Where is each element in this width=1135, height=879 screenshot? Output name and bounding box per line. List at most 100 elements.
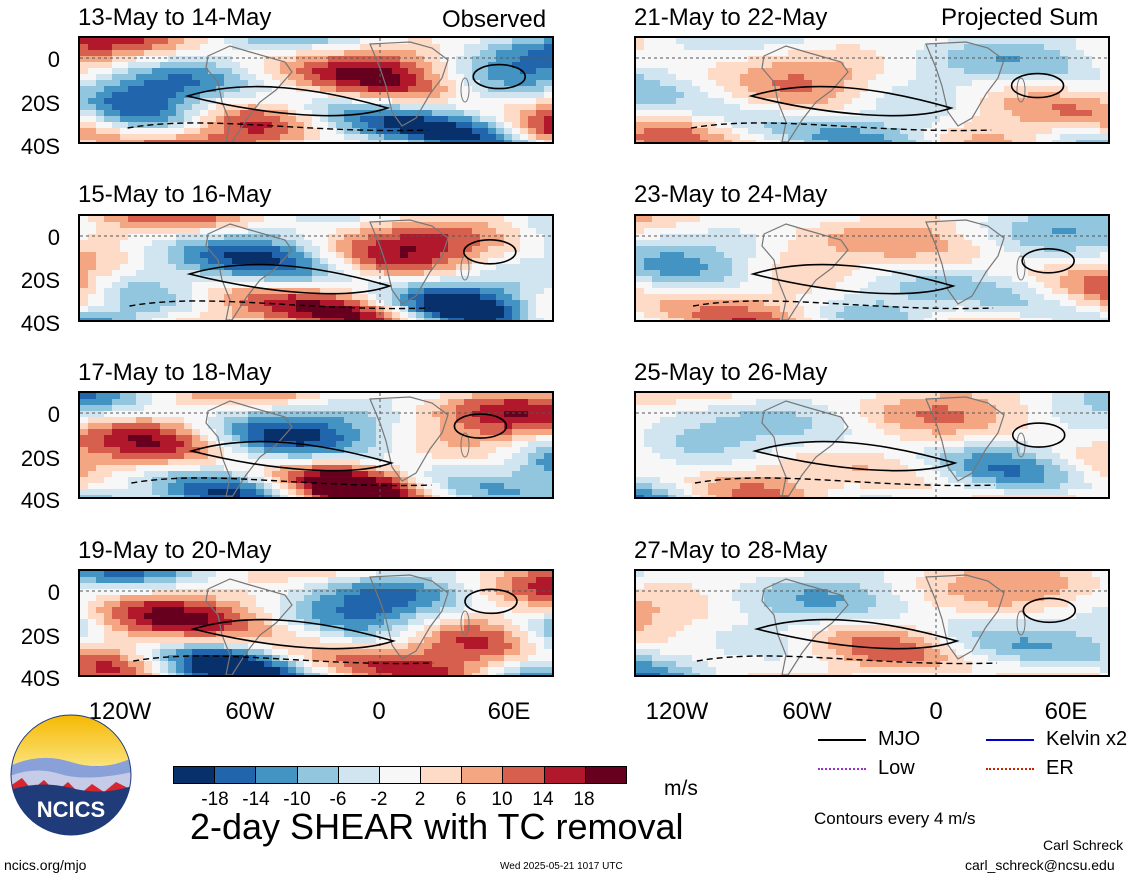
mjo-contour [472, 63, 527, 90]
projected-sum-label: Projected Sum [941, 4, 1099, 31]
south-america-coastline [761, 45, 849, 142]
africa-coastline [369, 574, 449, 660]
legend-low-label: Low [878, 757, 915, 779]
panel-title-8: 27-May to 28-May [634, 537, 828, 564]
south-america-coastline [761, 400, 849, 497]
mjo-contour [1021, 248, 1075, 274]
mjo-contour [1022, 597, 1077, 624]
madagascar-coastline [1016, 77, 1026, 103]
colorbar-swatch [584, 766, 627, 784]
colorbar-swatch [420, 766, 463, 784]
panel-title-7: 25-May to 26-May [634, 359, 828, 386]
footer-timestamp: Wed 2025-05-21 1017 UTC [500, 861, 623, 872]
footer-url[interactable]: ncics.org/mjo [4, 857, 87, 873]
africa-coastline [925, 574, 1005, 660]
colorbar-swatch [502, 766, 545, 784]
legend-kelvin-line [986, 739, 1034, 741]
lat-label-0: 0 [47, 225, 60, 250]
mjo-contour-negative [129, 300, 430, 310]
mjo-contour [1010, 72, 1065, 99]
legend-low-line [818, 768, 866, 770]
lat-label-0: 0 [47, 47, 60, 72]
shear-map-1 [78, 36, 554, 144]
south-america-coastline [205, 400, 293, 497]
colorbar-tick-label: -18 [201, 789, 229, 810]
lon-label-0: 0 [929, 698, 943, 725]
panel-title-5: 21-May to 22-May [634, 4, 828, 31]
mjo-contour [753, 618, 960, 650]
lon-label-60w: 60W [225, 698, 275, 725]
africa-coastline [925, 219, 1005, 305]
lat-label-40s: 40S [20, 666, 60, 691]
colorbar-swatch [296, 766, 339, 784]
colorbar-tick-label: 10 [491, 789, 513, 810]
lat-label-40s: 40S [20, 488, 60, 513]
footer-email[interactable]: carl_schreck@ncsu.edu [965, 857, 1115, 873]
colorbar-swatch [461, 766, 504, 784]
panel-title-1: 13-May to 14-May [78, 4, 272, 31]
legend-er-line [986, 768, 1034, 770]
legend-kelvin-label: Kelvin x2 [1046, 728, 1128, 750]
lat-label-20s: 20S [20, 446, 60, 471]
colorbar-swatch [543, 766, 586, 784]
lon-label-0: 0 [372, 698, 386, 725]
lat-label-40s: 40S [20, 134, 60, 159]
contour-note: Contours every 4 m/s [814, 809, 976, 828]
south-america-coastline [205, 578, 293, 675]
lon-label-60e: 60E [1044, 698, 1088, 725]
lon-label-60e: 60E [487, 698, 531, 725]
madagascar-coastline [460, 610, 470, 636]
colorbar-swatch [173, 766, 216, 784]
mjo-contour-negative [694, 477, 996, 487]
figure-title: 2-day SHEAR with TC removal [190, 806, 684, 847]
mjo-contour [464, 588, 518, 615]
lat-label-20s: 20S [20, 268, 60, 293]
mjo-contour [188, 440, 395, 472]
logo-text: NCICS [37, 797, 105, 822]
legend-mjo-line [818, 739, 866, 741]
legend-mjo-label: MJO [878, 728, 921, 750]
colorbar-tick-label: 2 [414, 789, 426, 810]
colorbar-tick-label: -14 [242, 789, 270, 810]
panel-title-2: 15-May to 16-May [78, 181, 272, 208]
madagascar-coastline [1016, 610, 1026, 636]
shear-map-6 [634, 214, 1110, 322]
madagascar-coastline [460, 432, 470, 458]
mjo-contour-negative [692, 300, 994, 310]
colorbar-unit: m/s [664, 777, 698, 800]
shear-map-7 [634, 391, 1110, 499]
mjo-contour-negative [131, 477, 432, 487]
colorbar-tick-label: 18 [573, 789, 595, 810]
colorbar-swatch [378, 766, 422, 784]
mjo-contour [750, 263, 956, 295]
mjo-contour [184, 85, 391, 117]
mjo-contour-negative [696, 655, 997, 665]
mjo-contour [453, 413, 508, 439]
mjo-contour [463, 239, 517, 265]
footer-author: Carl Schreck [1043, 837, 1124, 853]
mjo-contour [190, 618, 396, 650]
shear-map-5 [634, 36, 1110, 144]
observed-label: Observed [442, 6, 547, 33]
mjo-contour-negative [133, 655, 434, 665]
colorbar-tick-label: -6 [329, 789, 347, 810]
lat-label-40s: 40S [20, 311, 60, 336]
panel-title-3: 17-May to 18-May [78, 359, 272, 386]
shear-map-3 [78, 391, 554, 499]
mjo-contour-negative [127, 122, 428, 132]
mjo-contour [748, 85, 954, 117]
south-america-coastline [761, 223, 849, 320]
africa-coastline [369, 41, 449, 127]
mjo-contour [1011, 422, 1066, 448]
ncics-logo: NCICS [10, 714, 132, 836]
colorbar-tick-label: -10 [283, 789, 311, 810]
lon-label-60w: 60W [782, 698, 832, 725]
africa-coastline [369, 396, 449, 482]
madagascar-coastline [1016, 255, 1026, 281]
madagascar-coastline [460, 77, 470, 103]
africa-coastline [369, 219, 449, 305]
lat-label-0: 0 [47, 402, 60, 427]
colorbar-tick-label: -2 [370, 789, 388, 810]
mjo-contour-negative [691, 122, 992, 132]
panel-title-4: 19-May to 20-May [78, 537, 272, 564]
